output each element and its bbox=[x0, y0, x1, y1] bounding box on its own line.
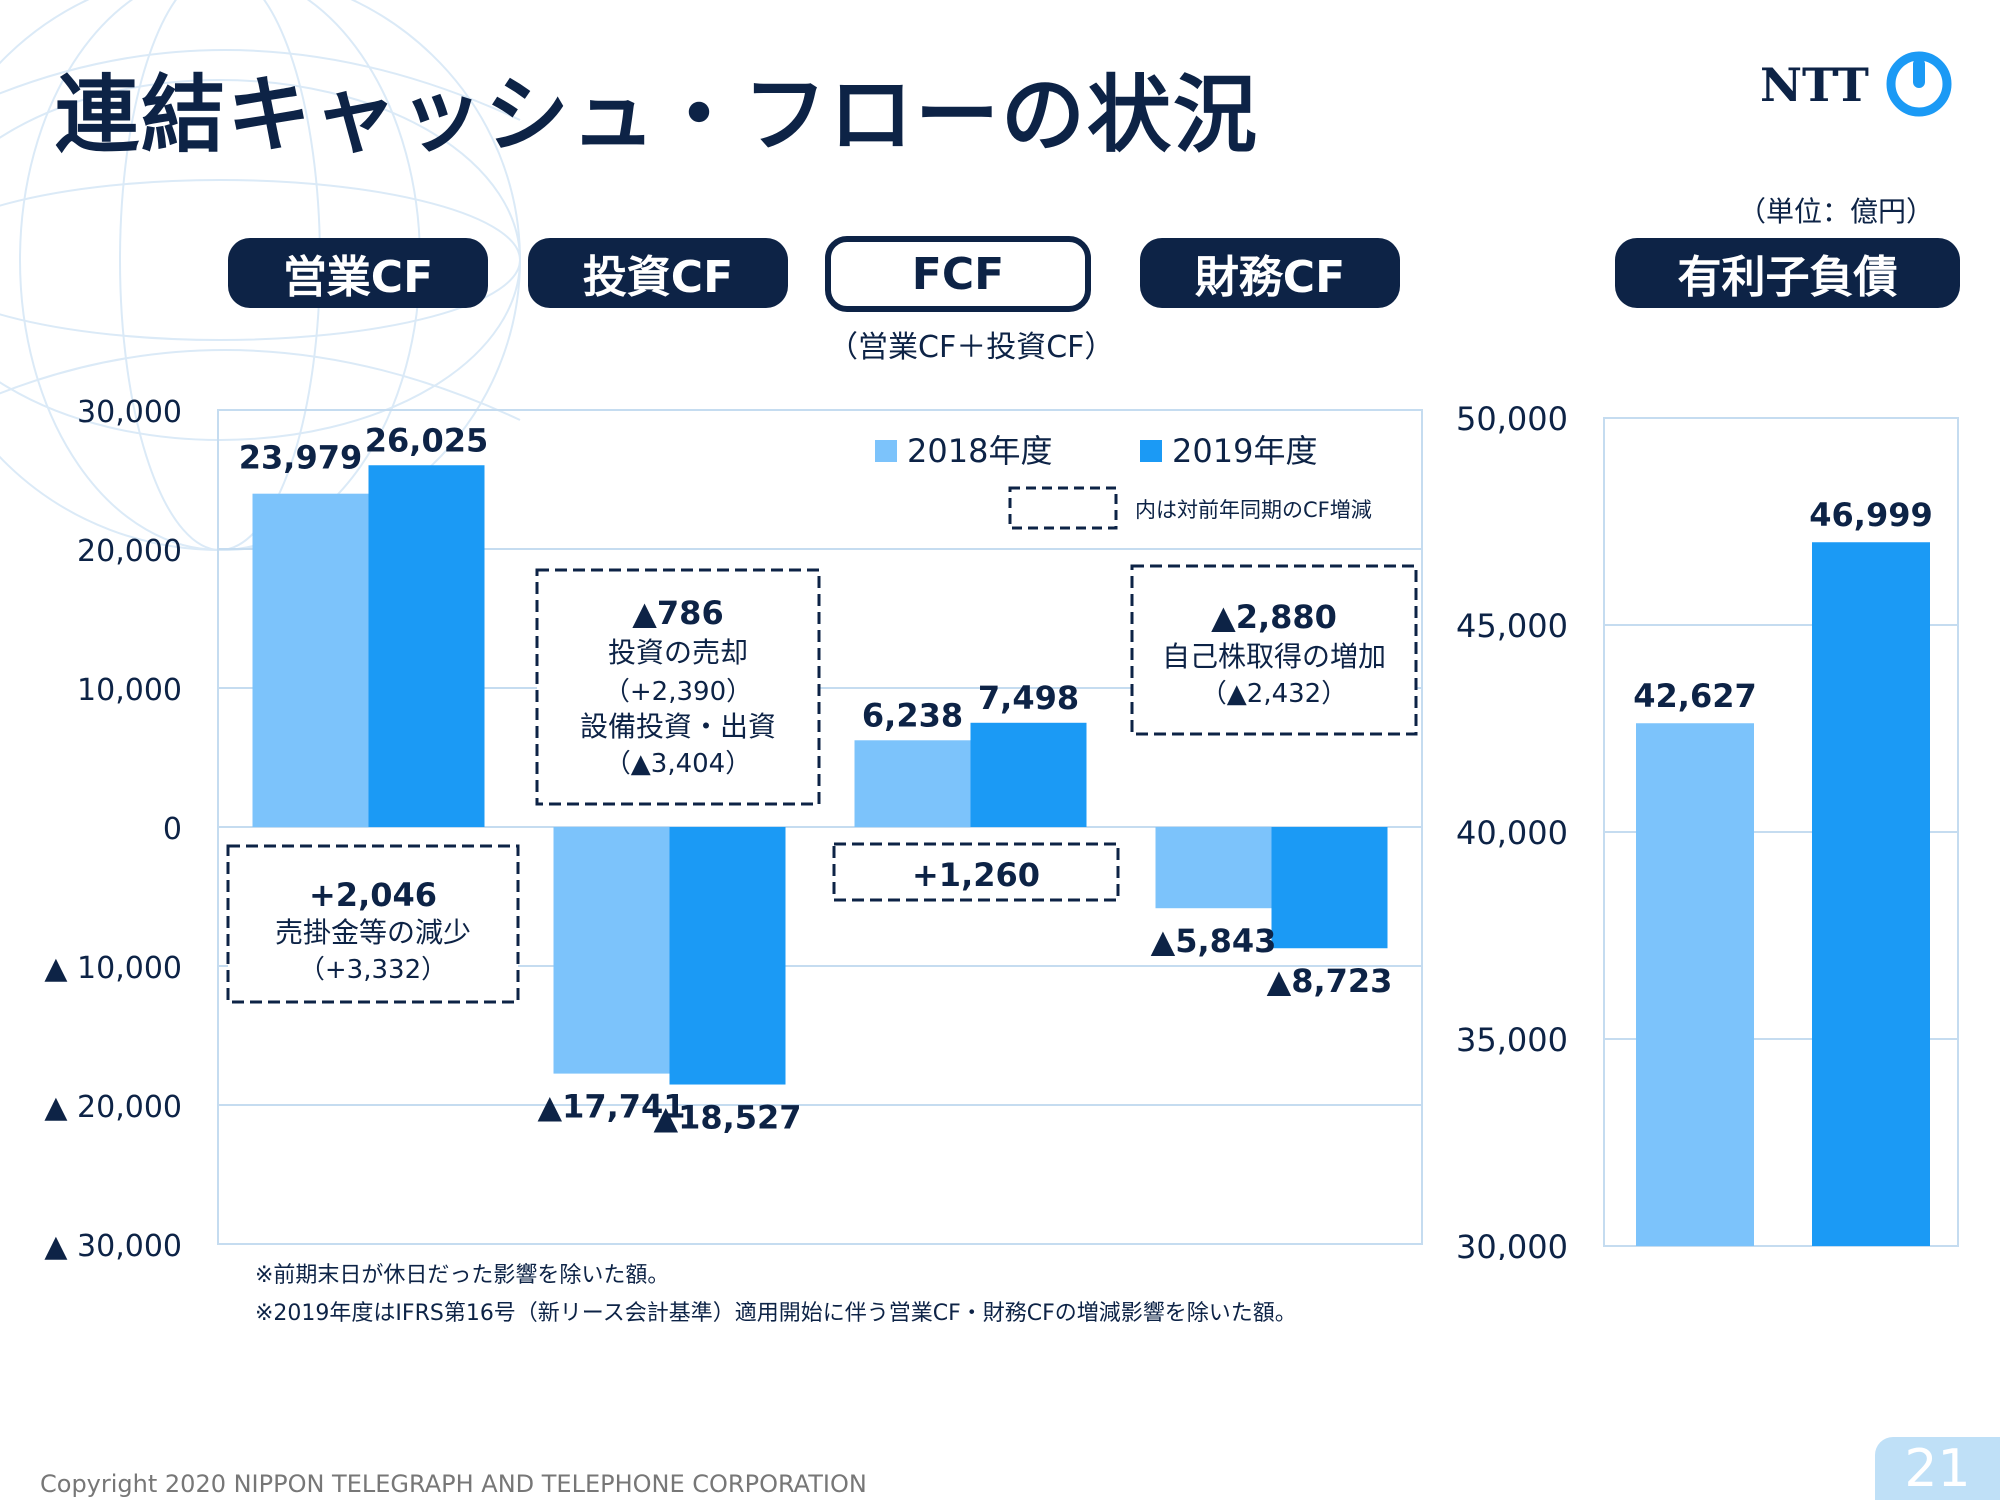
annotation-text: +1,260 bbox=[912, 856, 1040, 894]
category-header-financing-cf: 財務CF bbox=[1140, 238, 1400, 308]
annotation-text: （▲2,432） bbox=[1201, 679, 1347, 709]
annotation-text: 自己株取得の増加 bbox=[1162, 640, 1386, 673]
annotation-box bbox=[1130, 564, 1418, 736]
debt-bar-value-label: 42,627 bbox=[1633, 677, 1756, 715]
bar-value-label: 26,025 bbox=[365, 421, 488, 459]
bar-2019 bbox=[1271, 827, 1388, 949]
annotation-text: 設備投資・出資 bbox=[580, 710, 776, 743]
category-header-investing-cf: 投資CF bbox=[528, 238, 788, 308]
annotation-text: （▲3,404） bbox=[605, 749, 751, 779]
annotation-text: 売掛金等の減少 bbox=[275, 916, 471, 949]
fcf-sublabel: （営業CF＋投資CF） bbox=[828, 330, 1115, 365]
bar-2019 bbox=[368, 465, 485, 827]
debt-bar-2019 bbox=[1812, 542, 1930, 1246]
debt-y-tick-label: 35,000 bbox=[1456, 1021, 1568, 1059]
annotation-box bbox=[832, 842, 1120, 902]
annotation-box bbox=[226, 844, 520, 1004]
bar-2018 bbox=[1155, 827, 1272, 909]
bar-2018 bbox=[252, 493, 369, 827]
annotation-text: +2,046 bbox=[309, 876, 437, 914]
logo-text: NTT bbox=[1760, 58, 1869, 112]
unit-label: （単位：億円） bbox=[1738, 195, 1935, 228]
category-header-fcf: FCF bbox=[825, 236, 1091, 312]
bar-value-label: 7,498 bbox=[978, 679, 1079, 717]
y-tick-label: 0 bbox=[163, 812, 182, 847]
debt-bar-value-label: 46,999 bbox=[1809, 496, 1932, 534]
legend-swatch-2018 bbox=[875, 440, 897, 462]
bar-2018 bbox=[854, 740, 971, 827]
debt-y-tick-label: 45,000 bbox=[1456, 607, 1568, 645]
cash-flow-chart: 30,000 20,000 10,000 0 ▲ 10,000 ▲ 20,000 ▲ 30,… bbox=[44, 395, 1423, 1260]
y-tick-label: ▲ 30,000 bbox=[44, 1229, 182, 1260]
y-tick-label: 20,000 bbox=[77, 534, 182, 569]
bar-2018 bbox=[553, 827, 670, 1074]
y-tick-label: 30,000 bbox=[77, 395, 182, 430]
debt-bar-2018 bbox=[1636, 723, 1754, 1246]
legend-swatch-2019 bbox=[1140, 440, 1162, 462]
bar-value-label: 6,238 bbox=[862, 696, 963, 734]
debt-chart: 50,000 45,000 40,000 35,000 30,000 42,627 46,9… bbox=[1456, 400, 1959, 1260]
footnote-2: ※2019年度はIFRS第16号（新リース会計基準）適用開始に伴う営業CF・財務… bbox=[255, 1301, 1297, 1326]
debt-y-tick-label: 30,000 bbox=[1456, 1228, 1568, 1260]
bar-value-label: ▲18,527 bbox=[653, 1099, 801, 1137]
legend-dashed-box bbox=[1008, 486, 1118, 530]
footnote-1: ※前期末日が休日だった影響を除いた額。 bbox=[255, 1263, 670, 1288]
page-number: 21 bbox=[1875, 1437, 2000, 1500]
y-tick-label: 10,000 bbox=[77, 673, 182, 708]
category-header-operating-cf: 営業CF bbox=[228, 238, 488, 308]
legend-label-2019: 2019年度 bbox=[1172, 432, 1317, 470]
legend-dashed-note: 内は対前年同期のCF増減 bbox=[1135, 498, 1372, 522]
bar-2019 bbox=[669, 827, 786, 1085]
bar-2019 bbox=[970, 722, 1087, 827]
annotation-text: 投資の売却 bbox=[608, 636, 748, 669]
bar-value-label: ▲17,741 bbox=[537, 1088, 685, 1126]
ntt-logo: NTT bbox=[1760, 50, 1952, 120]
bar-value-label: 23,979 bbox=[239, 439, 362, 477]
annotation-text: （+2,390） bbox=[604, 677, 752, 707]
copyright: Copyright 2020 NIPPON TELEGRAPH AND TELE… bbox=[40, 1470, 867, 1498]
y-tick-label: ▲ 10,000 bbox=[44, 951, 182, 986]
annotation-text: （+3,332） bbox=[299, 955, 447, 985]
legend-label-2018: 2018年度 bbox=[907, 432, 1052, 470]
ntt-logo-mark-icon bbox=[1886, 51, 1952, 117]
debt-y-tick-label: 40,000 bbox=[1456, 814, 1568, 852]
bar-value-label: ▲5,843 bbox=[1151, 922, 1277, 960]
bar-value-label: ▲8,723 bbox=[1267, 962, 1393, 1000]
debt-y-tick-label: 50,000 bbox=[1456, 400, 1568, 438]
annotation-text: ▲786 bbox=[632, 594, 723, 632]
category-header-interest-bearing-debt: 有利子負債 bbox=[1615, 238, 1960, 308]
y-tick-label: ▲ 20,000 bbox=[44, 1090, 182, 1125]
page-title: 連結キャッシュ・フローの状況 bbox=[55, 66, 1260, 164]
annotation-box bbox=[535, 568, 821, 806]
annotation-text: ▲2,880 bbox=[1211, 598, 1337, 636]
